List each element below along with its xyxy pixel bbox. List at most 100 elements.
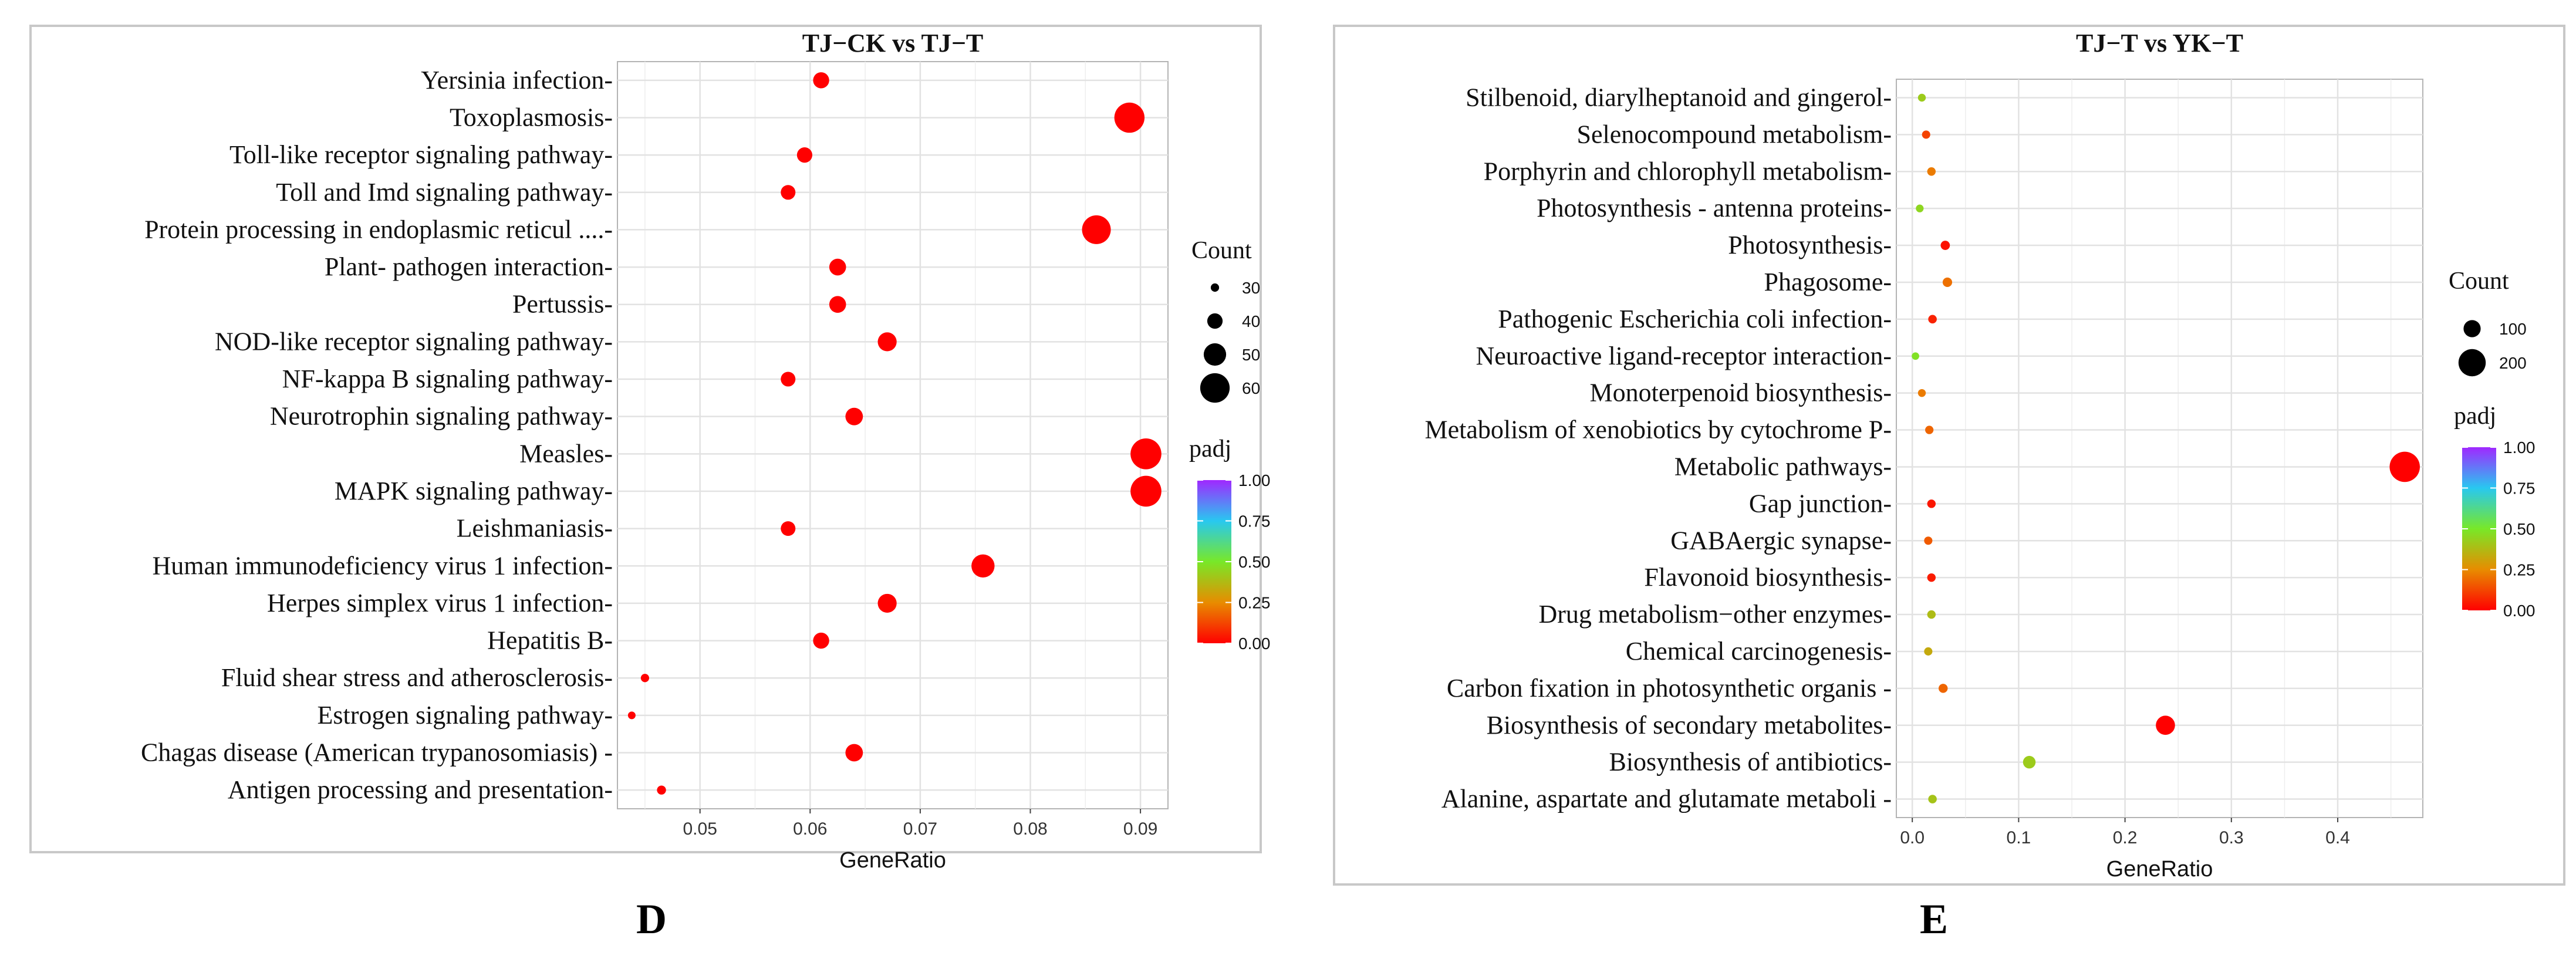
data-point [1927, 167, 1936, 176]
y-tick-label: Herpes simplex virus 1 infection- [267, 589, 613, 617]
y-tick-label: Antigen processing and presentation- [228, 775, 613, 804]
panel-e: 0.0 0.1 0.2 0.3 0.4 Stilbenoid, diarylheptano… [1333, 25, 2565, 943]
data-point [1130, 475, 1162, 507]
color-legend-title: padj [2454, 403, 2496, 430]
data-point [1924, 647, 1933, 656]
data-point [1924, 536, 1933, 545]
y-tick-label: Human immunodeficiency virus 1 infection… [153, 551, 613, 580]
data-point [781, 372, 796, 387]
x-axis-title: GeneRatio [839, 848, 946, 873]
size-legend-title: Count [2449, 268, 2509, 295]
y-tick-label: Protein processing in endoplasmic reticu… [144, 215, 613, 244]
color-legend-label: 0.75 [1238, 512, 1271, 531]
data-point [877, 593, 897, 613]
y-tick-label: Measles- [519, 439, 613, 468]
data-point [813, 72, 829, 89]
y-tick-label: Biosynthesis of secondary metabolites- [1487, 711, 1892, 739]
x-tick-label: 0.3 [2219, 828, 2244, 847]
color-legend-label: 0.25 [1238, 594, 1271, 612]
data-point [1942, 277, 1953, 288]
x-axis-title: GeneRatio [2106, 857, 2213, 882]
color-legend-label: 0.00 [2503, 602, 2536, 620]
color-legend-label: 1.00 [2503, 438, 2536, 457]
data-point [1917, 93, 1926, 102]
data-point [1928, 795, 1937, 803]
x-tick-label: 0.07 [903, 819, 937, 839]
size-legend-key [1210, 283, 1220, 292]
y-tick-label: Toll and Imd signaling pathway- [276, 178, 613, 207]
y-tick-label: Carbon fixation in photosynthetic organi… [1447, 674, 1892, 703]
y-tick-label: Chagas disease (American trypanosomiasis… [141, 738, 613, 767]
color-legend-label: 0.00 [1238, 634, 1271, 653]
data-point [1927, 610, 1936, 619]
y-tick-label: Neurotrophin signaling pathway- [270, 402, 613, 431]
x-tick-label: 0.05 [683, 819, 717, 839]
size-legend-label: 100 [2499, 320, 2527, 338]
data-point [813, 632, 829, 649]
x-tick-label: 0.2 [2113, 828, 2138, 847]
x-tick-label: 0.06 [793, 819, 827, 839]
y-tick-label: Metabolism of xenobiotics by cytochrome … [1424, 416, 1892, 444]
panel-frame [1333, 25, 2565, 886]
size-legend-key [1207, 313, 1223, 329]
y-tick-label: Flavonoid biosynthesis- [1644, 563, 1892, 592]
plot-area [1896, 79, 2423, 818]
data-point [796, 147, 813, 163]
data-point [1912, 352, 1919, 360]
y-tick-label: Gap junction- [1749, 489, 1892, 518]
data-point [1939, 684, 1948, 693]
panel-frame [29, 25, 1262, 853]
y-tick-label: Chemical carcinogenesis- [1626, 637, 1892, 666]
size-legend-label: 50 [1242, 346, 1260, 364]
y-tick-label: Estrogen signaling pathway- [318, 701, 613, 730]
data-point [640, 674, 649, 683]
size-legend-key [1200, 373, 1230, 403]
color-legend-label: 0.75 [2503, 480, 2536, 498]
y-tick-label: Photosynthesis - antenna proteins- [1537, 194, 1892, 222]
y-tick-label: Plant- pathogen interaction- [325, 252, 613, 281]
size-legend-label: 200 [2499, 354, 2527, 372]
y-tick-label: Yersinia infection- [421, 66, 613, 94]
data-point [781, 185, 796, 200]
y-tick-label: Toll-like receptor signaling pathway- [229, 140, 613, 169]
color-legend-label: 1.00 [1238, 471, 1271, 489]
data-point [829, 296, 846, 313]
y-tick-label: Neuroactive ligand-receptor interaction- [1476, 342, 1892, 370]
y-tick-label: Photosynthesis- [1728, 231, 1892, 259]
data-point [2156, 715, 2175, 735]
y-tick-label: Leishmaniasis- [457, 514, 613, 543]
x-tick-label: 0.1 [2007, 828, 2031, 847]
data-point [1114, 102, 1145, 133]
data-point [657, 785, 666, 795]
size-legend-label: 30 [1242, 279, 1260, 297]
color-legend-title: padj [1189, 435, 1231, 462]
y-tick-label: Drug metabolism−other enzymes- [1538, 600, 1892, 629]
y-tick-label: Biosynthesis of antibiotics- [1609, 748, 1892, 776]
x-tick-label: 0.4 [2325, 828, 2350, 847]
data-point [627, 711, 636, 720]
panel-d: 0.05 0.06 0.07 0.08 0.09 Yersinia infection- T… [29, 25, 1271, 943]
y-tick-label: Alanine, aspartate and glutamate metabol… [1441, 785, 1892, 813]
data-point [1928, 315, 1937, 324]
data-point [1927, 573, 1936, 582]
data-point [1916, 204, 1924, 212]
data-point [1082, 215, 1111, 244]
y-tick-label: Selenocompound metabolism- [1577, 120, 1892, 148]
data-point [1130, 438, 1162, 470]
panel-letter: E [1920, 896, 1948, 943]
y-tick-label: Pathogenic Escherichia coli infection- [1498, 305, 1892, 333]
size-legend-label: 40 [1242, 312, 1260, 330]
size-legend-key [2463, 320, 2481, 337]
y-tick-label: Pertussis- [512, 290, 613, 319]
y-tick-label: NOD-like receptor signaling pathway- [215, 327, 613, 356]
y-tick-label: GABAergic synapse- [1670, 526, 1892, 555]
data-point [1922, 130, 1930, 139]
color-legend-label: 0.25 [2503, 561, 2536, 579]
y-tick-label: Stilbenoid, diarylheptanoid and gingerol… [1466, 83, 1892, 112]
x-tick-label: 0.09 [1123, 819, 1157, 839]
data-point [971, 554, 995, 578]
y-tick-label: MAPK signaling pathway- [335, 477, 613, 505]
data-point [877, 332, 897, 352]
data-point [829, 258, 846, 276]
